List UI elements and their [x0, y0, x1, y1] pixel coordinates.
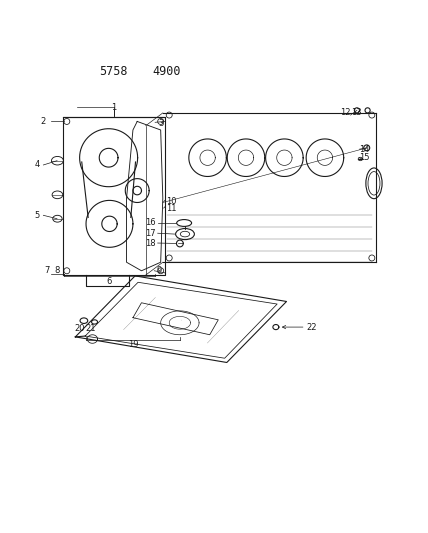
Text: 16: 16	[146, 219, 156, 228]
Text: 13: 13	[351, 108, 362, 117]
Text: 3: 3	[158, 119, 163, 128]
Text: 19: 19	[128, 340, 138, 349]
Text: 8: 8	[55, 266, 60, 275]
Text: 2: 2	[41, 117, 46, 126]
Text: 17: 17	[146, 229, 156, 238]
Text: 9: 9	[157, 266, 162, 275]
Text: 12: 12	[340, 108, 351, 117]
Text: 21: 21	[85, 324, 95, 333]
Text: 20: 20	[74, 324, 85, 333]
Text: 22: 22	[307, 322, 318, 332]
Text: 5758: 5758	[99, 64, 127, 78]
Text: 5: 5	[34, 211, 39, 220]
Text: 7: 7	[44, 266, 50, 275]
Text: 14: 14	[359, 144, 369, 154]
Text: 1: 1	[111, 103, 116, 112]
Text: 4: 4	[34, 160, 39, 169]
Text: 10: 10	[166, 197, 177, 206]
Text: 18: 18	[146, 239, 156, 247]
Text: 6: 6	[107, 277, 112, 286]
Text: 11: 11	[166, 204, 177, 213]
Text: 4900: 4900	[152, 64, 181, 78]
Text: 15: 15	[359, 153, 369, 162]
